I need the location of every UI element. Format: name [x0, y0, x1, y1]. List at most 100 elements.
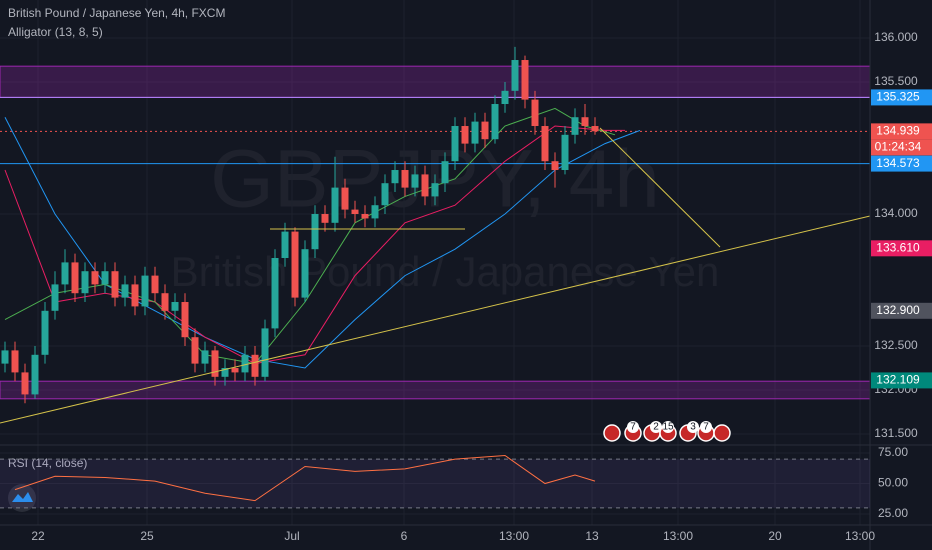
- candle-body: [361, 214, 369, 219]
- candle-body: [11, 350, 19, 373]
- candle-body: [381, 183, 389, 206]
- event-count: 2: [653, 422, 659, 433]
- candle-body: [121, 284, 129, 298]
- candle-body: [591, 126, 599, 132]
- price-label: 135.325: [876, 90, 920, 104]
- candle-body: [131, 284, 139, 307]
- event-count-bg: [687, 421, 699, 433]
- x-tick-label: 13:00: [663, 529, 693, 543]
- candle-body: [151, 275, 159, 294]
- price-label-box: [871, 372, 932, 389]
- event-count-bg: [650, 421, 662, 433]
- candle-body: [281, 231, 289, 259]
- candle-body: [181, 302, 189, 338]
- candle-body: [421, 174, 429, 197]
- y-tick-label: 135.500: [874, 74, 918, 88]
- price-label-box: [871, 302, 932, 319]
- candle-body: [291, 231, 299, 298]
- candle-body: [81, 271, 89, 294]
- event-flag: [603, 424, 621, 442]
- candle-body: [211, 350, 219, 377]
- event-count-bg: [700, 421, 712, 433]
- candle-body: [391, 170, 399, 184]
- candle-body: [321, 214, 329, 223]
- event-count: 15: [662, 422, 674, 433]
- zone: [0, 65, 871, 98]
- candle-body: [581, 117, 589, 127]
- candle-body: [271, 258, 279, 329]
- rsi-title: RSI (14, close): [8, 456, 87, 470]
- price-label: 134.939: [876, 124, 920, 138]
- candle-body: [61, 262, 69, 285]
- price-label: 134.573: [876, 156, 920, 170]
- y-tick-label: 131.500: [874, 426, 918, 440]
- candle-body: [21, 372, 29, 395]
- candle-body: [161, 293, 169, 311]
- candle-body: [551, 161, 559, 171]
- candle-body: [491, 104, 499, 140]
- y-tick-label: 132.500: [874, 338, 918, 352]
- candle-body: [441, 161, 449, 184]
- candle-body: [51, 284, 59, 311]
- price-label-box: [871, 155, 932, 172]
- x-tick-label: 6: [401, 529, 408, 543]
- candle-body: [101, 271, 109, 285]
- chart-title: British Pound / Japanese Yen, 4h, FXCM: [8, 6, 225, 20]
- candle-body: [481, 121, 489, 140]
- event-count: 7: [630, 422, 636, 433]
- logo-icon: [12, 492, 33, 502]
- price-label: 133.610: [876, 240, 920, 254]
- candle-body: [331, 187, 339, 223]
- candle-body: [301, 249, 309, 298]
- x-tick-label: 13:00: [499, 529, 529, 543]
- y-tick-label: 134.000: [874, 206, 918, 220]
- candle-body: [471, 121, 479, 144]
- candle-body: [171, 302, 179, 311]
- candle-body: [371, 205, 379, 219]
- watermark-subtitle: British Pound / Japanese Yen: [171, 248, 720, 295]
- x-tick-label: 25: [140, 529, 154, 543]
- x-tick-label: 22: [31, 529, 45, 543]
- zone: [0, 380, 871, 400]
- rsi-line: [14, 454, 596, 502]
- rsi-tick-label: 50.00: [878, 476, 908, 490]
- candle-body: [141, 275, 149, 307]
- candle-body: [71, 262, 79, 294]
- candle-body: [461, 126, 469, 144]
- price-label-box: [871, 240, 932, 257]
- candle-body: [1, 350, 9, 364]
- countdown: 01:24:34: [875, 140, 922, 154]
- x-tick-label: 20: [768, 529, 782, 543]
- event-count-bg: [662, 421, 674, 433]
- candle-body: [341, 187, 349, 210]
- candle-body: [191, 337, 199, 364]
- candle-body: [501, 90, 509, 105]
- x-tick-label: Jul: [284, 529, 299, 543]
- candle-body: [201, 350, 209, 364]
- event-count: 3: [690, 422, 696, 433]
- candle-body: [311, 214, 319, 250]
- rsi-tick-label: 75.00: [878, 445, 908, 459]
- candle-body: [531, 99, 539, 127]
- candle-body: [541, 126, 549, 162]
- candle-body: [31, 354, 39, 395]
- x-tick-label: 13:00: [845, 529, 875, 543]
- candle-body: [511, 60, 519, 91]
- candle-body: [521, 60, 529, 100]
- candle-body: [351, 209, 359, 215]
- candle-body: [241, 354, 249, 373]
- trendline: [0, 215, 871, 424]
- countdown-box: [871, 139, 932, 156]
- candle-body: [41, 310, 49, 355]
- candle-body: [231, 368, 239, 373]
- rsi-band: [0, 459, 870, 508]
- candle-body: [251, 354, 259, 377]
- x-tick-label: 13: [585, 529, 599, 543]
- price-label-box: [871, 89, 932, 106]
- indicator-title: Alligator (13, 8, 5): [8, 25, 103, 39]
- candle-body: [451, 126, 459, 162]
- candle-body: [221, 368, 229, 377]
- event-count: 7: [703, 422, 709, 433]
- candle-body: [91, 271, 99, 285]
- price-label-box: [871, 123, 932, 140]
